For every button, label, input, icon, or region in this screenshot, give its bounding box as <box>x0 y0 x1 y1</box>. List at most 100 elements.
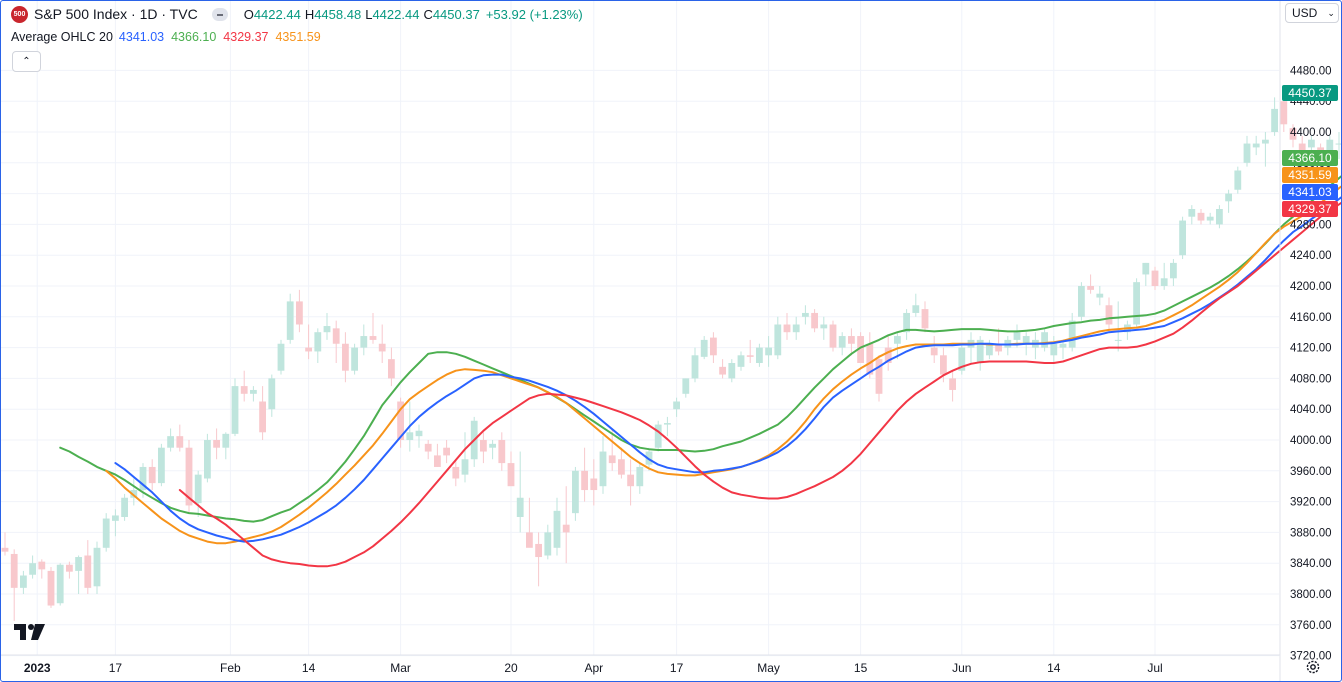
candle-body <box>673 401 680 410</box>
symbol-logo: 500 <box>11 5 28 23</box>
price-tick-label: 3920.00 <box>1290 497 1332 509</box>
close-key: C <box>423 6 433 22</box>
candle-body <box>29 563 36 575</box>
chart-settings-button[interactable] <box>1304 658 1322 676</box>
candle-body <box>691 355 699 379</box>
grid-lines <box>1 1 1279 657</box>
candle-body <box>866 343 874 375</box>
candle-body <box>194 474 202 504</box>
candle-body <box>802 312 809 317</box>
collapse-legend-button[interactable]: ⌃ <box>12 51 41 72</box>
candle-body <box>1271 108 1278 132</box>
candle-body <box>112 515 119 521</box>
time-tick-label: 20 <box>504 661 518 675</box>
time-tick-label: Apr <box>584 661 603 675</box>
candle-body <box>443 447 450 456</box>
candle-body <box>148 466 156 484</box>
time-tick-label: Jul <box>1147 661 1162 675</box>
candle-body <box>176 436 184 448</box>
candle-body <box>820 324 828 329</box>
candle-body <box>553 510 561 548</box>
candle-body <box>342 343 349 371</box>
indicator-legend[interactable]: Average OHLC 20 4341.03 4366.10 4329.37 … <box>11 29 328 45</box>
indicator-lines <box>59 175 1341 568</box>
candle-body <box>940 355 947 375</box>
indicator-value-red: 4329.37 <box>223 30 269 44</box>
currency-selector[interactable]: USD ⌄ <box>1285 3 1339 23</box>
candle-body <box>894 336 901 344</box>
candle-body <box>783 324 791 333</box>
candle-body <box>654 424 662 448</box>
price-tag: 4450.37 <box>1282 85 1338 102</box>
candle-body <box>1059 343 1067 348</box>
candle-body <box>1133 282 1140 325</box>
candle-body <box>130 490 138 498</box>
indicator-value-blue: 4341.03 <box>118 30 165 44</box>
candle-body <box>139 466 147 491</box>
gear-icon <box>1306 660 1320 674</box>
candle-body <box>1197 212 1205 221</box>
candle-body <box>756 347 763 363</box>
time-tick-label: 17 <box>109 661 123 675</box>
candle-body <box>434 455 441 467</box>
candle-body <box>397 401 404 440</box>
candle-body <box>1041 332 1048 348</box>
time-tick-label: 15 <box>854 661 868 675</box>
market-status-icon[interactable] <box>211 7 228 21</box>
candle-body <box>10 553 18 588</box>
symbol-legend[interactable]: 500 S&P 500 Index · 1D · TVC O 4422.44 H… <box>11 5 583 23</box>
price-tag: 4366.10 <box>1282 150 1338 167</box>
candle-body <box>1068 320 1076 348</box>
candle-body <box>378 343 386 352</box>
indicator-line <box>178 201 1341 568</box>
candle-body <box>562 524 570 533</box>
candle-body <box>857 336 864 363</box>
candle-body <box>1335 143 1341 145</box>
candle-body <box>811 312 818 329</box>
indicator-line <box>59 175 1341 523</box>
candle-body <box>1225 193 1232 202</box>
candle-body <box>544 532 552 556</box>
candle-body <box>572 470 579 514</box>
low-key: L <box>365 6 373 22</box>
high-key: H <box>304 6 315 22</box>
chevron-down-icon: ⌄ <box>1327 7 1335 18</box>
candle-body <box>949 378 956 390</box>
candle-body <box>305 347 312 352</box>
symbol-title[interactable]: S&P 500 Index · 1D · TVC <box>34 6 198 22</box>
candle-body <box>921 309 929 329</box>
tradingview-logo-icon[interactable] <box>14 624 46 640</box>
candle-body <box>369 336 377 340</box>
candle-body <box>710 337 717 356</box>
indicator-name[interactable]: Average OHLC 20 <box>11 30 113 44</box>
candle-body <box>930 347 938 356</box>
candle-body <box>213 440 220 448</box>
candle-body <box>277 343 285 371</box>
candle-body <box>1114 339 1122 341</box>
candle-body <box>185 447 193 506</box>
candle-body <box>737 355 745 367</box>
candle-body <box>535 543 542 558</box>
candle-body <box>56 564 64 604</box>
low-value: 4422.44 <box>372 6 420 22</box>
candle-body <box>581 470 588 491</box>
indicator-line <box>105 185 1341 545</box>
candle-body <box>1160 278 1168 286</box>
candle-body <box>986 343 993 356</box>
candle-body <box>774 324 782 356</box>
time-axis[interactable]: 2023 17 Feb 14 Mar 20 Apr 17 May 15 Jun 14 Jul <box>24 661 1163 675</box>
candle-body <box>516 497 524 517</box>
candle-body <box>627 474 634 487</box>
time-tick-label: Feb <box>220 661 241 675</box>
indicator-value-orange: 4351.59 <box>275 30 321 44</box>
price-tick-label: 4040.00 <box>1290 404 1332 416</box>
candle-body <box>608 455 616 464</box>
candle-body <box>1179 220 1186 256</box>
candle-body <box>1096 293 1104 298</box>
candle-body <box>526 532 533 548</box>
candle-body <box>268 378 276 410</box>
candle-body <box>452 466 460 479</box>
price-tag: 4351.59 <box>1282 167 1338 184</box>
